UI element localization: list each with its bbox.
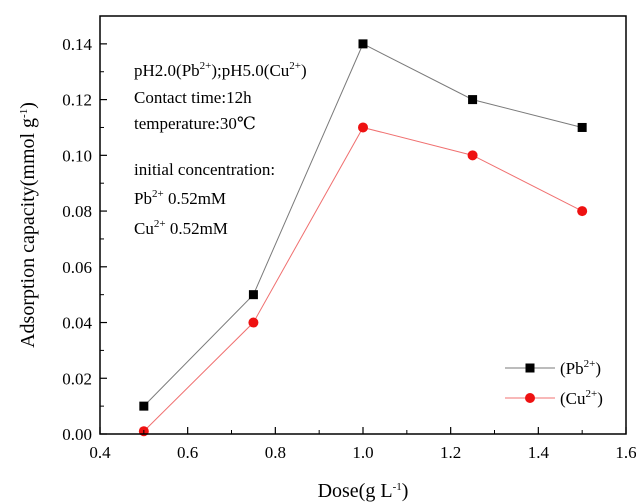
x-tick-label: 0.4 xyxy=(89,443,111,462)
annotation-line6-part: 0.52mM xyxy=(166,219,228,238)
ticks-layer xyxy=(99,43,627,435)
x-tick-label: 0.6 xyxy=(177,443,198,462)
x-tick-label: 1.6 xyxy=(615,443,636,462)
annotation-line6: Cu2+ 0.52mM xyxy=(134,218,228,238)
legend-label-pb: (Pb2+) xyxy=(560,358,601,378)
legend-label-cu-part: (Cu xyxy=(560,389,586,408)
labels-layer: 0.4 0.6 0.8 1.0 1.2 1.4 1.6 0.00 0.02 0.04 0.06 0.0… xyxy=(17,35,636,502)
data-point-cu xyxy=(467,150,478,161)
annotation-line5-part: Pb xyxy=(134,189,152,208)
x-tick-label: 1.2 xyxy=(440,443,461,462)
y-axis-title-part: ) xyxy=(17,102,39,109)
data-point-cu xyxy=(577,206,588,217)
annotation-line6-part: 2+ xyxy=(154,218,166,230)
y-tick-label: 0.08 xyxy=(62,202,92,221)
legend-marker-pb xyxy=(525,363,535,373)
y-tick-label: 0.02 xyxy=(62,369,92,388)
y-tick-label: 0.06 xyxy=(62,258,92,277)
annotation-line1-part: 2+ xyxy=(200,60,212,72)
annotation-line1-part: ) xyxy=(301,61,307,80)
x-tick-label: 0.8 xyxy=(265,443,286,462)
annotation-line1-part: 2+ xyxy=(289,60,301,72)
legend-label-pb-part: (Pb xyxy=(560,359,584,378)
y-axis-title: Adsorption capacity(mmol g-1) xyxy=(17,102,39,348)
annotation-line1: pH2.0(Pb2+);pH5.0(Cu2+) xyxy=(134,60,307,80)
y-tick-label: 0.04 xyxy=(62,314,92,333)
y-tick-label: 0.14 xyxy=(62,35,92,54)
annotation-line4-part: initial concentration: xyxy=(134,160,275,179)
y-tick-label: 0.10 xyxy=(62,146,92,165)
data-point-pb xyxy=(139,401,149,411)
legend-label-pb-part: 2+ xyxy=(584,358,596,370)
legend-label-pb-part: ) xyxy=(595,359,601,378)
legend-marker-cu xyxy=(525,393,535,403)
x-tick-label: 1.0 xyxy=(352,443,373,462)
x-axis-title-part: Dose(g L xyxy=(318,480,393,502)
y-tick-label: 0.00 xyxy=(62,425,92,444)
data-point-cu xyxy=(248,317,259,328)
annotation-line2: Contact time:12h xyxy=(134,88,252,107)
data-point-cu xyxy=(358,122,368,133)
legend-label-cu-part: 2+ xyxy=(586,388,598,400)
legend: (Pb2+)(Cu2+) xyxy=(505,358,603,408)
x-axis-title: Dose(g L-1) xyxy=(318,480,409,502)
x-axis-title-part: -1 xyxy=(393,481,402,493)
annotation-line4: initial concentration: xyxy=(134,160,275,179)
annotation-line5: Pb2+ 0.52mM xyxy=(134,188,226,208)
annotation-line5-part: 0.52mM xyxy=(164,189,226,208)
x-tick-label: 1.4 xyxy=(528,443,550,462)
y-axis-title-part: Adsorption capacity(mmol g xyxy=(17,118,39,348)
annotation-box: pH2.0(Pb2+);pH5.0(Cu2+)Contact time:12ht… xyxy=(134,60,307,238)
annotation-line1-part: );pH5.0(Cu xyxy=(211,61,289,80)
y-axis-title-part: -1 xyxy=(18,109,30,118)
y-tick-label: 0.12 xyxy=(62,91,92,110)
legend-label-cu-part: ) xyxy=(597,389,603,408)
x-axis-title-part: ) xyxy=(402,480,409,502)
data-point-pb xyxy=(248,290,258,300)
annotation-line3-part: temperature:30℃ xyxy=(134,114,256,133)
annotation-line2-part: Contact time:12h xyxy=(134,88,252,107)
data-point-pb xyxy=(468,95,478,105)
data-point-pb xyxy=(358,39,368,49)
annotation-line6-part: Cu xyxy=(134,219,154,238)
annotation-line3: temperature:30℃ xyxy=(134,114,256,133)
legend-label-cu: (Cu2+) xyxy=(560,388,603,408)
data-point-pb xyxy=(577,122,587,132)
annotation-line1-part: pH2.0(Pb xyxy=(134,61,200,80)
annotation-line5-part: 2+ xyxy=(152,188,164,200)
